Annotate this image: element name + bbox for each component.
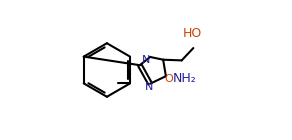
Text: HO: HO	[182, 27, 201, 40]
Text: O: O	[164, 74, 173, 84]
Text: N: N	[145, 82, 154, 92]
Text: NH₂: NH₂	[173, 72, 197, 85]
Text: N: N	[142, 55, 151, 65]
